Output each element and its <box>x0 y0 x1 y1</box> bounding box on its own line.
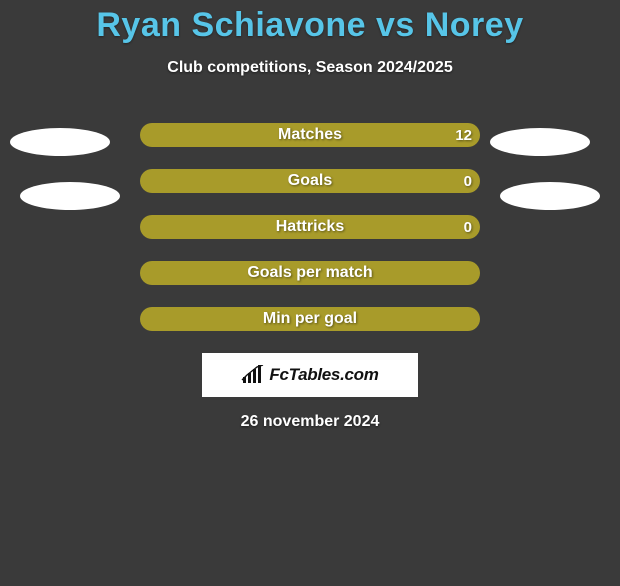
source-badge: FcTables.com <box>202 353 418 397</box>
subtitle: Club competitions, Season 2024/2025 <box>0 59 620 77</box>
stat-bar-right <box>310 261 480 285</box>
stat-row: Matches12 <box>140 123 480 147</box>
decorative-ellipse <box>490 128 590 156</box>
stat-bar-left <box>140 215 310 239</box>
stat-bar-right <box>310 169 480 193</box>
stat-row: Goals0 <box>140 169 480 193</box>
page-title: Ryan Schiavone vs Norey <box>0 6 620 45</box>
decorative-ellipse <box>20 182 120 210</box>
bars-icon <box>241 365 265 385</box>
stat-row: Hattricks0 <box>140 215 480 239</box>
date-text: 26 november 2024 <box>0 413 620 431</box>
stat-bar-left <box>140 261 310 285</box>
decorative-ellipse <box>500 182 600 210</box>
stat-row: Min per goal <box>140 307 480 331</box>
badge-text: FcTables.com <box>269 365 378 385</box>
stat-bar-right <box>310 123 480 147</box>
stat-bar-right <box>310 215 480 239</box>
stat-bar-left <box>140 169 310 193</box>
stat-row: Goals per match <box>140 261 480 285</box>
stat-bar-right <box>310 307 480 331</box>
decorative-ellipse <box>10 128 110 156</box>
stat-bar-left <box>140 123 310 147</box>
stat-bar-left <box>140 307 310 331</box>
